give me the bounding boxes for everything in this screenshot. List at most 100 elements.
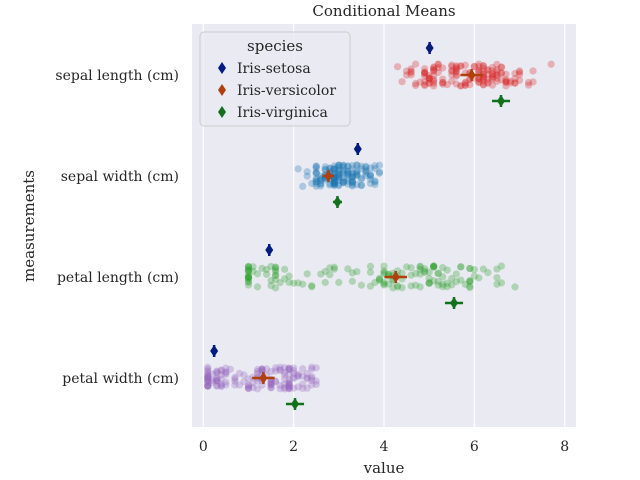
strip-point	[222, 370, 230, 378]
strip-point	[204, 370, 212, 379]
strip-point	[253, 370, 262, 378]
strip-point	[326, 264, 334, 272]
strip-point	[326, 181, 334, 189]
strip-point	[330, 178, 338, 187]
strip-point	[371, 178, 379, 186]
strip-point	[430, 77, 438, 85]
strip-point	[439, 80, 447, 88]
strip-point	[244, 266, 253, 275]
strip-point	[244, 278, 253, 286]
strip-point	[425, 79, 433, 87]
strip-point	[339, 174, 347, 182]
strip-point	[312, 175, 320, 183]
strip-point	[204, 374, 212, 382]
strip-point	[416, 78, 424, 86]
strip-point	[290, 369, 298, 377]
strip-point	[421, 69, 429, 78]
strip-point	[475, 67, 483, 75]
strip-point	[330, 164, 338, 172]
strip-point	[380, 262, 388, 270]
strip-point	[244, 275, 253, 283]
strip-point	[213, 382, 221, 390]
strip-point	[484, 70, 492, 78]
strip-point	[253, 385, 262, 393]
strip-point	[330, 177, 338, 186]
strip-point	[335, 167, 343, 175]
strip-point	[204, 382, 212, 390]
strip-point	[439, 280, 447, 288]
strip-point	[380, 267, 388, 275]
strip-point	[303, 172, 311, 180]
strip-point	[335, 170, 343, 178]
strip-point	[204, 363, 212, 371]
strip-point	[312, 377, 320, 385]
strip-point	[299, 372, 307, 380]
strip-point	[425, 268, 433, 276]
strip-point	[249, 263, 257, 271]
strip-point	[262, 265, 271, 274]
strip-point	[502, 76, 510, 84]
strip-point	[484, 66, 492, 74]
strip-point	[330, 162, 338, 170]
strip-point	[412, 60, 420, 68]
strip-point	[425, 279, 433, 288]
strip-point	[290, 366, 298, 375]
strip-point	[448, 281, 456, 289]
strip-point	[348, 161, 356, 170]
x-axis-label: value	[363, 459, 405, 477]
strip-point	[497, 279, 506, 287]
strip-point	[335, 181, 343, 189]
strip-point	[213, 368, 221, 376]
strip-point	[271, 378, 280, 386]
strip-point	[439, 283, 447, 291]
strip-point	[515, 68, 524, 76]
strip-point	[371, 278, 379, 287]
strip-point	[479, 265, 487, 273]
strip-point	[271, 263, 280, 272]
strip-point	[443, 266, 451, 274]
strip-point	[344, 174, 352, 182]
strip-point	[276, 366, 284, 374]
strip-point	[244, 381, 253, 389]
strip-point	[335, 173, 343, 181]
strip-point	[493, 74, 501, 82]
strip-point	[452, 72, 460, 80]
strip-point	[330, 180, 338, 188]
strip-point	[204, 374, 212, 382]
strip-point	[321, 165, 329, 173]
strip-point	[475, 78, 483, 87]
strip-point	[488, 72, 497, 81]
strip-point	[267, 378, 275, 386]
strip-point	[253, 283, 262, 291]
strip-point	[285, 365, 293, 374]
strip-point	[258, 264, 266, 272]
strip-point	[448, 274, 456, 283]
strip-point	[430, 262, 438, 270]
strip-point	[484, 269, 492, 277]
x-tick-label: 8	[560, 439, 569, 455]
strip-point	[452, 278, 460, 286]
strip-point	[258, 365, 266, 373]
strip-point	[430, 66, 438, 75]
strip-point	[312, 169, 320, 177]
strip-point	[244, 266, 253, 274]
strip-point	[421, 68, 429, 76]
strip-point	[416, 270, 424, 278]
mean-marker	[259, 372, 268, 384]
strip-point	[511, 79, 519, 87]
strip-point	[502, 78, 510, 86]
strip-point	[276, 279, 284, 287]
strip-point	[281, 368, 289, 376]
strip-point	[515, 67, 524, 75]
strip-point	[240, 371, 248, 379]
strip-point	[249, 379, 257, 387]
strip-point	[231, 375, 239, 383]
strip-point	[271, 377, 280, 385]
strip-point	[271, 263, 280, 271]
strip-point	[294, 372, 302, 380]
strip-point	[339, 163, 347, 171]
strip-point	[267, 276, 275, 285]
strip-point	[407, 282, 415, 290]
strip-point	[249, 267, 257, 275]
strip-point	[362, 163, 370, 172]
